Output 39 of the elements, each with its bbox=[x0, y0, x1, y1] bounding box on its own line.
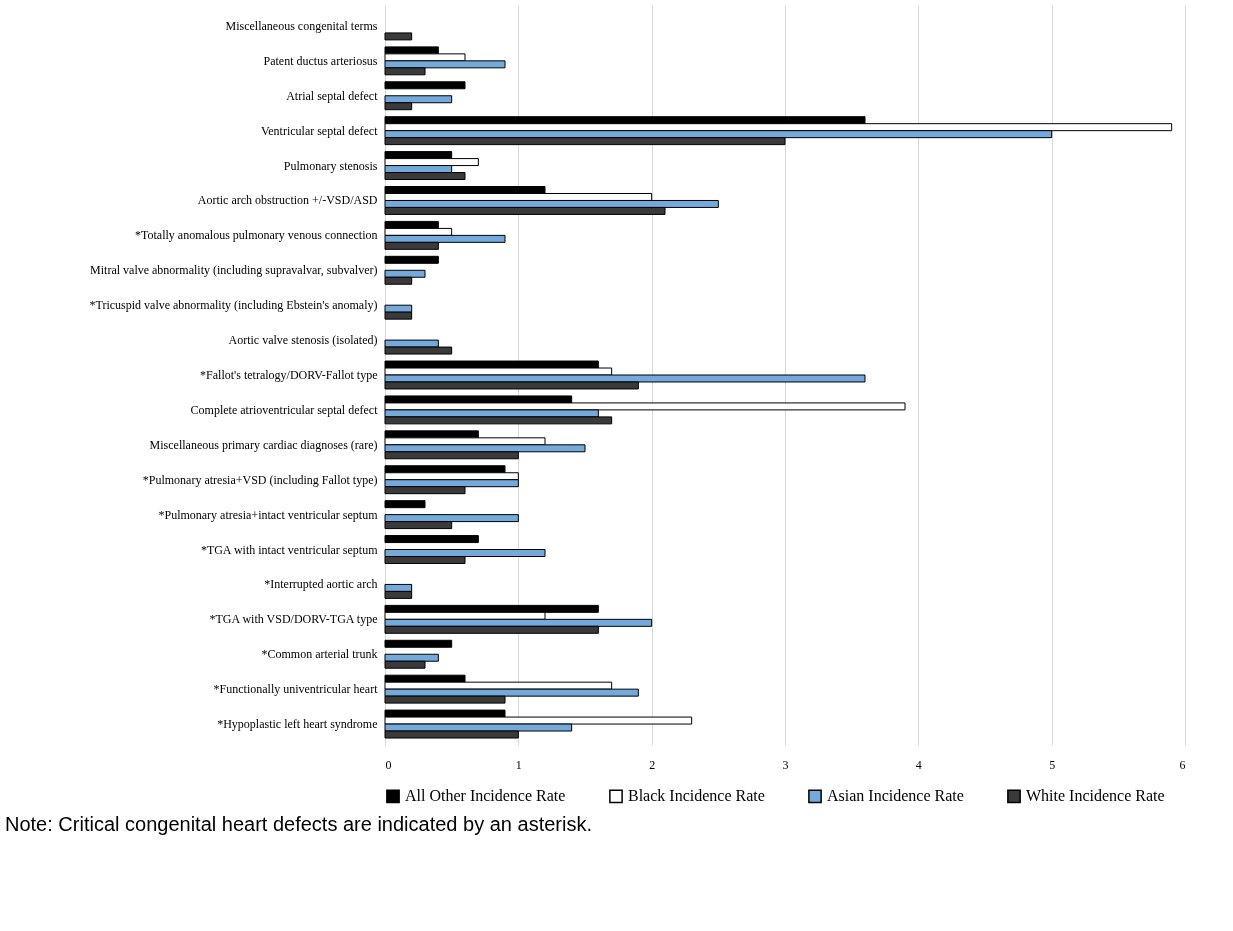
bar bbox=[384, 535, 479, 544]
y-tick-label: *Tricuspid valve abnormality (including Ebstein's anomaly) bbox=[89, 298, 378, 313]
y-tick-label: Aortic valve stenosis (isolated) bbox=[228, 333, 378, 348]
legend-label: White Incidence Rate bbox=[1026, 787, 1165, 805]
y-tick-label: Miscellaneous congenital terms bbox=[225, 18, 378, 33]
y-tick-label: *Pulmonary atresia+VSD (including Fallot type) bbox=[142, 472, 378, 487]
y-tick-label: Complete atrioventricular septal defect bbox=[190, 402, 379, 417]
y-tick-label: Ventricular septal defect bbox=[260, 123, 379, 138]
bar bbox=[384, 32, 413, 41]
y-tick-label: Miscellaneous primary cardiac diagnoses (rare) bbox=[149, 437, 378, 452]
y-tick-label: *Hypoplastic left heart syndrome bbox=[217, 717, 378, 732]
y-tick-label: Patent ductus arteriosus bbox=[263, 53, 378, 68]
y-tick-label: *Common arterial trunk bbox=[261, 647, 378, 662]
legend-label: Asian Incidence Rate bbox=[827, 787, 964, 805]
y-tick-label: *Functionally univentricular heart bbox=[213, 682, 379, 697]
bar bbox=[384, 255, 439, 264]
legend-label: Black Incidence Rate bbox=[628, 787, 765, 805]
text: Note: Critical congenital heart defects are indicated by an asterisk. bbox=[5, 813, 592, 835]
legend-label: All Other Incidence Rate bbox=[405, 787, 566, 805]
y-tick-label: *Fallot's tetralogy/DORV-Fallot type bbox=[200, 368, 378, 382]
y-tick-label: *Pulmonary atresia+intact ventricular septum bbox=[158, 507, 379, 522]
bar bbox=[384, 81, 466, 90]
x-tick-label: 3 bbox=[782, 757, 789, 772]
y-tick-label: Aortic arch obstruction +/-VSD/ASD bbox=[197, 193, 378, 208]
x-tick-label: 0 bbox=[385, 757, 392, 772]
x-tick-label: 1 bbox=[515, 757, 522, 772]
x-tick-label: 6 bbox=[1179, 757, 1186, 772]
y-tick-label: Atrial septal defect bbox=[286, 88, 379, 103]
x-tick-label: 2 bbox=[649, 757, 656, 772]
x-tick-label: 5 bbox=[1049, 757, 1056, 772]
y-tick-label: *Interrupted aortic arch bbox=[264, 577, 378, 592]
bar bbox=[384, 639, 453, 648]
y-tick-label: *TGA with VSD/DORV-TGA type bbox=[209, 612, 378, 627]
y-tick-label: *Totally anomalous pulmonary venous connection bbox=[135, 228, 378, 243]
y-tick-label: Mitral valve abnormality (including supravalvar, subvalver) bbox=[90, 263, 378, 278]
x-tick-label: 4 bbox=[915, 757, 922, 772]
y-tick-label: Pulmonary stenosis bbox=[283, 158, 378, 173]
bar bbox=[384, 500, 426, 509]
y-tick-label: *TGA with intact ventricular septum bbox=[200, 542, 379, 557]
